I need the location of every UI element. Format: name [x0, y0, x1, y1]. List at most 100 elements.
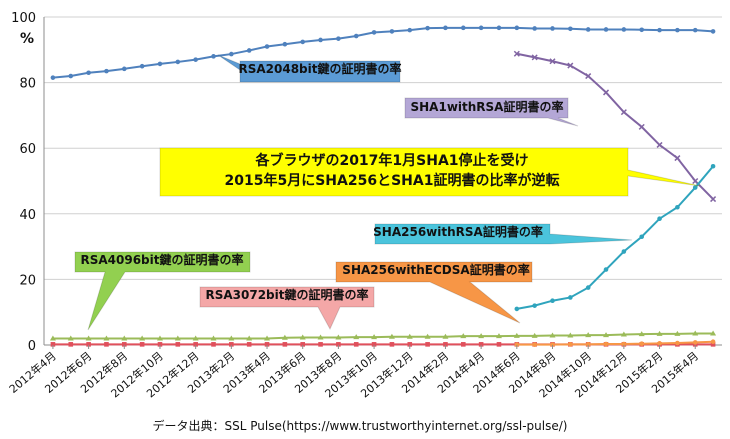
data-point: [620, 331, 627, 337]
data-point: [620, 109, 627, 116]
data-point: [282, 41, 288, 47]
data-point: [603, 267, 609, 272]
callout-rsa2048-label: RSA2048bit鍵の証明書の率: [238, 61, 401, 76]
data-point: [710, 196, 717, 203]
data-point: [710, 163, 716, 169]
data-point: [514, 306, 520, 312]
data-point: [674, 155, 681, 162]
data-point: [568, 26, 573, 32]
callout-ecdsa-label: SHA256withECDSA証明書の率: [342, 262, 529, 277]
callout-rsa4096-label: RSA4096bit鍵の証明書の率: [80, 252, 243, 267]
data-point: [478, 333, 485, 339]
data-point: [585, 285, 591, 290]
callout-rsa4096: RSA4096bit鍵の証明書の率: [74, 251, 251, 331]
data-point: [264, 44, 270, 49]
data-point: [531, 54, 538, 61]
y-tick-label: 80: [19, 77, 36, 92]
data-point: [639, 27, 645, 33]
data-point: [425, 342, 430, 347]
data-point: [67, 335, 74, 341]
data-point: [585, 27, 591, 32]
data-point: [514, 342, 520, 347]
series-2: [514, 163, 716, 312]
data-point: [388, 333, 395, 339]
callout-rsa2048-shape: [217, 54, 401, 83]
data-point: [50, 75, 56, 80]
callout-rsa3072-shape: [199, 286, 375, 331]
data-point: [513, 50, 520, 57]
data-point: [495, 333, 502, 339]
data-point: [336, 36, 341, 41]
data-point: [585, 332, 592, 338]
data-point: [300, 342, 306, 347]
data-point: [550, 342, 555, 347]
series-5: [514, 339, 716, 347]
data-point: [621, 341, 627, 347]
series-line: [52, 26, 714, 79]
data-point: [478, 25, 484, 31]
data-point: [425, 25, 430, 31]
y-axis: 0 20 40 60 80 100: [11, 11, 45, 354]
data-point: [353, 334, 360, 340]
data-point: [531, 332, 538, 338]
data-point: [496, 342, 502, 347]
callout-rsa4096-shape: [74, 251, 251, 331]
data-point: [602, 89, 610, 96]
data-point: [68, 342, 74, 347]
data-point: [192, 335, 199, 341]
data-point: [371, 342, 377, 347]
y-tick-label: 20: [19, 273, 36, 288]
series-line: [52, 332, 714, 340]
callout-sha256rsa-label: SHA256withRSA証明書の率: [373, 224, 543, 239]
callout-main-line1: 各ブラウザの2017年1月SHA1停止を受け: [254, 152, 528, 169]
data-point: [353, 342, 359, 347]
data-point: [229, 342, 234, 347]
data-point: [246, 335, 253, 341]
data-point: [264, 342, 270, 347]
data-point: [104, 342, 109, 347]
data-point: [174, 335, 181, 341]
data-point: [532, 342, 537, 347]
data-point: [68, 73, 74, 79]
data-point: [460, 333, 467, 339]
data-point: [139, 342, 145, 347]
data-point: [657, 216, 662, 222]
series-line: [516, 165, 714, 310]
data-point: [478, 342, 484, 347]
data-point: [692, 340, 698, 345]
data-point: [442, 333, 449, 339]
data-point: [532, 303, 537, 308]
data-point: [389, 342, 395, 347]
data-point: [318, 342, 323, 347]
callout-ecdsa: SHA256withECDSA証明書の率: [335, 261, 533, 324]
data-point: [656, 330, 663, 336]
data-point: [567, 62, 574, 69]
data-point: [550, 26, 555, 31]
data-point: [657, 27, 662, 33]
data-point: [513, 332, 520, 338]
data-point: [638, 331, 645, 337]
data-point: [246, 48, 252, 53]
data-point: [371, 334, 378, 340]
series-layer: [49, 25, 717, 347]
y-axis-label: %: [20, 31, 34, 47]
y-tick-label: 100: [11, 11, 36, 26]
data-source-note: データ出典：SSL Pulse(https://www.trustworthyi…: [153, 418, 568, 433]
data-point: [49, 335, 56, 341]
data-point: [692, 27, 698, 33]
data-point: [621, 27, 627, 32]
data-point: [104, 68, 109, 74]
series-0: [50, 25, 716, 80]
data-point: [318, 37, 323, 43]
data-point: [282, 342, 288, 347]
data-point: [443, 25, 448, 31]
data-point: [407, 27, 413, 33]
data-point: [656, 141, 663, 148]
data-point: [281, 334, 288, 340]
data-point: [710, 342, 716, 347]
series-1: [513, 50, 717, 203]
y-tick-label: 60: [19, 142, 36, 157]
data-point: [585, 342, 591, 347]
data-point: [210, 335, 217, 341]
data-point: [264, 335, 271, 341]
